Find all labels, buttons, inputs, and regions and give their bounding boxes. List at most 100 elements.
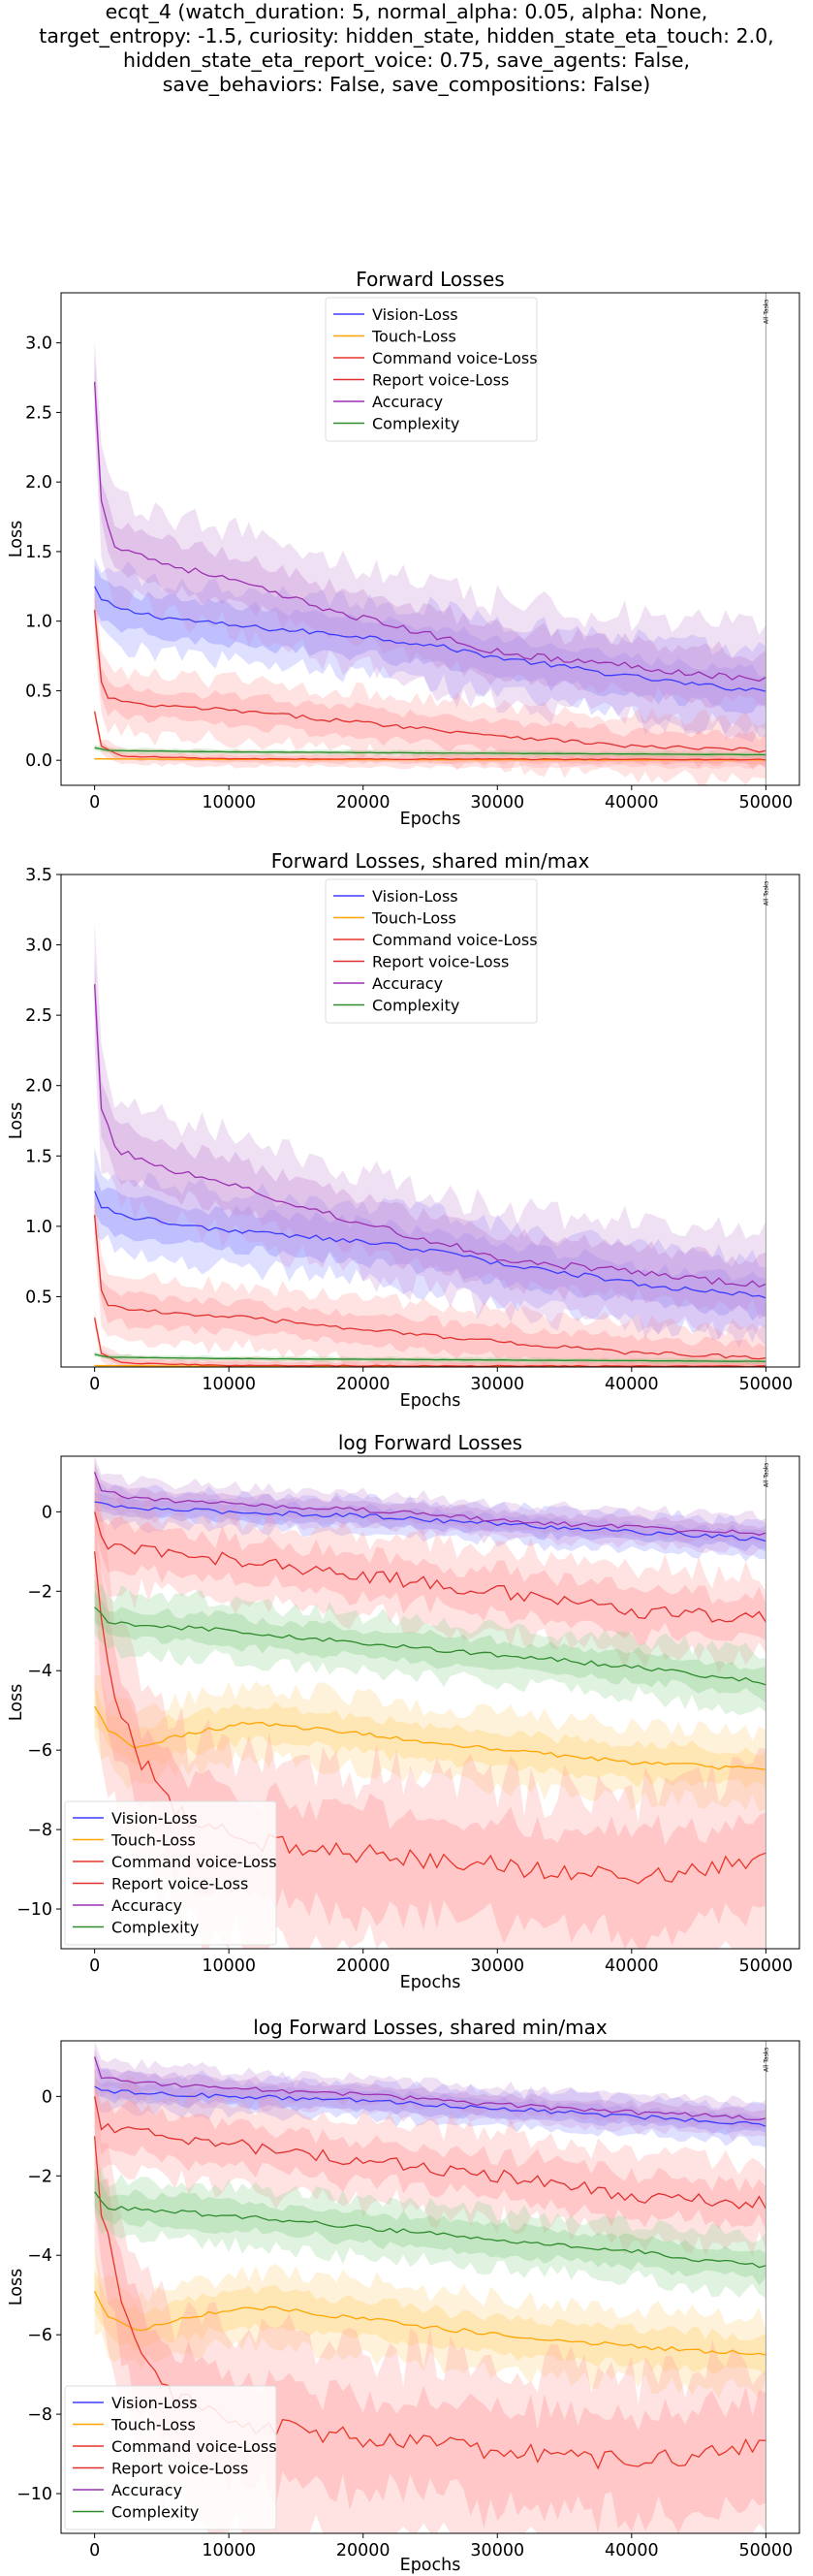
series-band-accuracy [94,2041,766,2142]
legend-label-accuracy: Accuracy [372,974,443,993]
series-band-accuracy [94,2049,766,2130]
y-tick-label: 0 [42,1503,52,1522]
y-tick-label: 1.0 [25,1218,52,1237]
x-tick-label: 50000 [739,1375,794,1394]
series-band-report-voice-loss [94,1494,766,1646]
chart-title: log Forward Losses [338,1431,522,1454]
legend-label-report-voice-loss: Report voice-Loss [372,371,509,390]
series-band-accuracy [94,1463,766,1543]
y-tick-label: −2 [27,1582,52,1602]
x-tick-label: 40000 [605,1375,659,1394]
series-band-accuracy [94,355,766,709]
axes-frame [60,874,800,1368]
legend-label-vision-loss: Vision-Loss [372,887,458,906]
legend-box [325,297,538,442]
legend-label-vision-loss: Vision-Loss [372,305,458,324]
axes-frame [60,2040,800,2534]
legend-label-command-voice-loss: Command voice-Loss [111,1853,277,1871]
x-tick-label: 40000 [605,2541,659,2560]
series-line-accuracy [93,984,766,1288]
legend-label-accuracy: Accuracy [372,393,443,411]
series-band-vision-loss [94,557,766,738]
series-band-touch-loss [94,2271,766,2377]
plot-area [93,338,766,785]
x-tick-label: 50000 [739,2541,794,2560]
y-axis-label: Loss [7,2269,26,2306]
series-band-report-voice-loss [94,576,766,785]
y-tick-label: 2.5 [25,403,52,423]
x-axis-label: Epochs [400,1391,461,1411]
y-tick-label: −6 [27,2326,52,2345]
series-band-complexity [94,2168,766,2299]
y-tick-label: 0.5 [25,682,52,701]
y-axis-label: Loss [7,1684,26,1721]
series-band-accuracy [94,1456,766,1556]
chart-log-forward-losses: log Forward Losses All Tasks 0 10000 20000 30… [7,1431,800,1992]
y-tick-label: 2.5 [25,1006,52,1026]
series-band-report-voice-loss [94,1201,766,1367]
series-line-report-voice-loss [93,2096,766,2210]
series-line-vision-loss [94,2085,766,2127]
chart-title: Forward Losses, shared min/max [271,849,590,873]
x-tick-label: 20000 [336,1375,391,1394]
series-band-accuracy [94,921,766,1348]
series-line-vision-loss [93,1191,766,1299]
legend-label-accuracy: Accuracy [111,1896,182,1915]
legend-label-touch-loss: Touch-Loss [110,1831,196,1850]
legend-label-report-voice-loss: Report voice-Loss [111,1875,248,1893]
series-band-accuracy [94,958,766,1320]
x-tick-label: 30000 [470,793,524,812]
y-tick-label: −8 [27,1821,52,1840]
y-tick-label: 1.5 [25,543,52,562]
chart-forward-losses: Forward Losses All Tasks 0 10000 20000 30000 4… [7,268,800,829]
x-tick-label: 40000 [605,1956,659,1976]
chart-forward-losses-shared: Forward Losses, shared min/max All Tasks 0… [7,849,800,1411]
y-tick-label: −4 [27,1662,52,1681]
x-axis-label: Epochs [400,2556,461,2575]
legend-label-complexity: Complexity [372,997,459,1015]
y-tick-label: −10 [16,1900,52,1920]
x-tick-label: 0 [89,2541,100,2560]
series-line-touch-loss [94,2290,766,2356]
series-line-command-voice-loss [93,1318,766,1367]
legend-label-touch-loss: Touch-Loss [371,328,456,346]
series-band-touch-loss [94,1685,766,1789]
series-line-touch-loss [94,1705,766,1771]
x-tick-label: 0 [89,1375,100,1394]
y-tick-label: 2.0 [25,1077,52,1097]
y-tick-label: 3.0 [25,334,52,354]
task-marker-label: All Tasks [763,881,769,906]
legend-label-complexity: Complexity [111,2503,199,2522]
legend-label-complexity: Complexity [111,1919,199,1937]
series-line-command-voice-loss [93,711,766,761]
legend-label-vision-loss: Vision-Loss [111,2394,198,2412]
series-band-complexity [94,1352,766,1365]
series-band-report-voice-loss [94,2080,766,2231]
series-line-vision-loss [94,1501,766,1542]
series-band-report-voice-loss [94,595,766,770]
x-tick-label: 0 [89,793,100,812]
y-tick-label: 0 [42,2087,52,2107]
legend-box [325,878,538,1024]
x-tick-label: 0 [89,1956,100,1976]
legend-label-complexity: Complexity [372,415,459,433]
series-band-accuracy [94,338,766,743]
y-tick-label: 1.0 [25,613,52,632]
series-line-vision-loss [94,586,766,692]
x-tick-label: 10000 [202,2541,256,2560]
series-band-report-voice-loss [94,1187,766,1367]
task-marker-label: All Tasks [763,1463,769,1487]
x-tick-label: 20000 [336,2541,391,2560]
y-tick-label: 3.5 [25,866,52,885]
series-band-vision-loss [94,1170,766,1321]
legend-box [64,1800,277,1946]
x-tick-label: 30000 [470,1956,524,1976]
legend-label-touch-loss: Touch-Loss [371,909,456,928]
legend-label-touch-loss: Touch-Loss [110,2416,196,2434]
legend-label-report-voice-loss: Report voice-Loss [111,2460,248,2478]
x-tick-label: 10000 [202,1956,256,1976]
figure-title: ecqt_4 (watch_duration: 5, normal_alpha:… [39,0,774,96]
chart-title: Forward Losses [356,268,504,291]
series-line-complexity [94,747,766,756]
y-tick-label: −10 [16,2485,52,2504]
